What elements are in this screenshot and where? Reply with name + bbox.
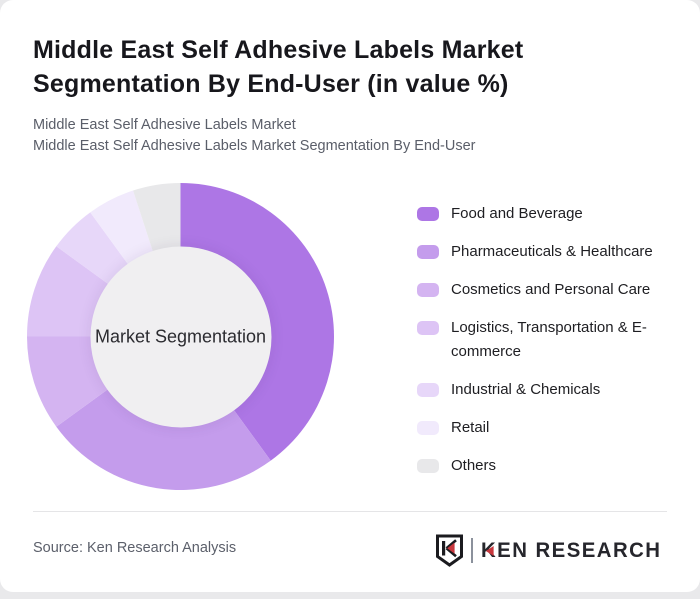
legend-item: Pharmaceuticals & Healthcare (417, 240, 669, 264)
legend-swatch (417, 421, 439, 435)
subtitle-line-2: Middle East Self Adhesive Labels Market … (33, 138, 476, 154)
legend-label: Retail (451, 419, 490, 436)
legend-swatch (417, 207, 439, 221)
legend-swatch (417, 383, 439, 397)
legend-label: Pharmaceuticals & Healthcare (451, 243, 653, 260)
legend-swatch (417, 245, 439, 259)
legend: Food and Beverage Pharmaceuticals & Heal… (417, 202, 669, 492)
legend-item: Others (417, 454, 669, 478)
donut-hole: Market Segmentation (90, 246, 271, 427)
legend-swatch (417, 321, 439, 335)
legend-item: Logistics, Transportation & E-commerce (417, 316, 669, 364)
brand-wordmark: KEN RESEARCH (481, 539, 661, 563)
donut-chart: Market Segmentation (27, 183, 334, 490)
chart-title: Middle East Self Adhesive Labels Market … (33, 33, 593, 101)
legend-label: Cosmetics and Personal Care (451, 281, 651, 298)
brand-k-triangle-icon (485, 545, 494, 556)
logo-divider (470, 538, 473, 563)
legend-swatch (417, 459, 439, 473)
legend-label: Logistics, Transportation & E-commerce (451, 319, 647, 360)
legend-swatch (417, 283, 439, 297)
ken-research-shield-icon (435, 534, 463, 567)
chart-title-line-1: Middle East Self Adhesive Labels Market (33, 36, 524, 64)
donut-center-label: Market Segmentation (94, 326, 267, 346)
brand-text: KEN RESEARCH (480, 538, 662, 562)
footer-divider (33, 511, 667, 512)
legend-item: Industrial & Chemicals (417, 378, 669, 402)
chart-subtitles: Middle East Self Adhesive Labels Market … (33, 115, 475, 157)
chart-title-line-2: Segmentation By End-User (in value %) (33, 70, 509, 98)
source-text: Source: Ken Research Analysis (33, 540, 237, 556)
legend-item: Retail (417, 416, 669, 440)
legend-label: Industrial & Chemicals (451, 381, 601, 398)
legend-label: Others (451, 457, 497, 474)
legend-item: Cosmetics and Personal Care (417, 278, 669, 302)
subtitle-line-1: Middle East Self Adhesive Labels Market (33, 117, 296, 133)
ken-research-logo: KEN RESEARCH (435, 534, 667, 567)
legend-label: Food and Beverage (451, 205, 583, 222)
legend-item: Food and Beverage (417, 202, 669, 226)
